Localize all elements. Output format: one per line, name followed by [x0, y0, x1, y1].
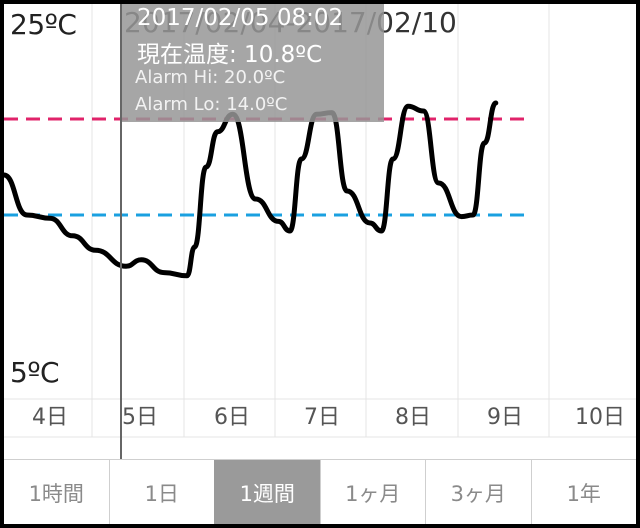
chart-tooltip: 2017/02/05 08:02 現在温度: 10.8ºC Alarm Hi: … [122, 4, 384, 122]
app-frame: 2017/02/04-2017/02/10 25ºC 5ºC 2017/02/0… [4, 4, 636, 524]
day-label-10: 10日 [575, 405, 625, 430]
day-label-5: 5日 [122, 405, 158, 430]
day-label-4: 4日 [32, 405, 68, 430]
day-label-6: 6日 [214, 405, 250, 430]
temperature-line [4, 100, 499, 279]
tab-1-hour[interactable]: 1時間 [28, 481, 84, 506]
y-max-label: 25ºC [10, 8, 77, 41]
range-tab-bar: 1時間 1日 1週間 1ヶ月 3ヶ月 1年 [4, 459, 636, 524]
day-axis: 4日 5日 6日 7日 8日 9日 10日 [4, 399, 636, 439]
day-label-9: 9日 [487, 405, 523, 430]
tab-1-year[interactable]: 1年 [530, 460, 637, 524]
day-label-8: 8日 [395, 405, 431, 430]
temperature-chart[interactable]: 2017/02/04-2017/02/10 25ºC 5ºC 2017/02/0… [4, 4, 636, 459]
y-min-label: 5ºC [10, 356, 60, 389]
tab-1-week[interactable]: 1週間 [214, 460, 320, 524]
day-label-7: 7日 [304, 405, 340, 430]
tab-1-month[interactable]: 1ヶ月 [319, 460, 426, 524]
tooltip-alarm-hi: Alarm Hi: 20.0ºC [135, 67, 286, 88]
tooltip-current-temp: 現在温度: 10.8ºC [137, 42, 323, 68]
tooltip-alarm-lo: Alarm Lo: 14.0ºC [135, 94, 288, 115]
tooltip-datetime: 2017/02/05 08:02 [137, 5, 344, 31]
tab-1-day[interactable]: 1日 [108, 460, 215, 524]
tab-3-months[interactable]: 3ヶ月 [425, 460, 531, 524]
